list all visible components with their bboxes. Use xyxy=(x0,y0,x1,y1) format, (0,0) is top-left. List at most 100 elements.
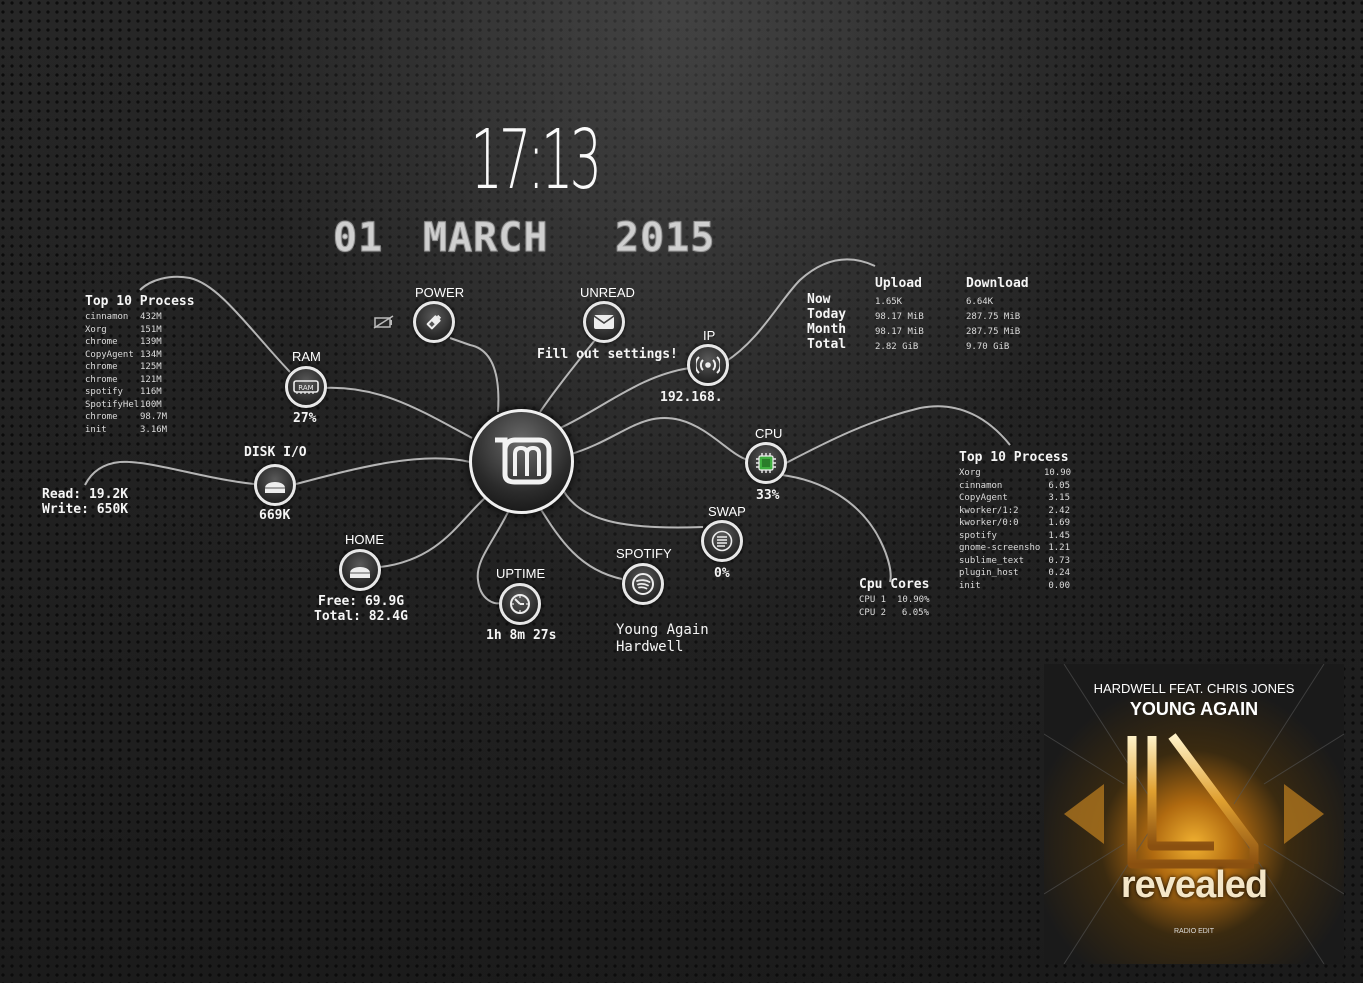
cpu-chip-icon xyxy=(756,453,776,473)
wireless-signal-icon xyxy=(696,356,720,374)
proc-name: Xorg xyxy=(959,468,981,478)
proc-name: kworker/0:0 xyxy=(959,518,1019,528)
proc-name: cinnamon xyxy=(959,480,1003,491)
linux-mint-logo[interactable] xyxy=(469,409,574,514)
power-label: POWER xyxy=(415,285,465,300)
proc-cpu: 1.21 xyxy=(1048,543,1070,553)
proc-name: Xorg xyxy=(85,324,107,335)
proc-cpu: 2.42 xyxy=(1048,505,1070,516)
album-art: HARDWELL FEAT. CHRIS JONES YOUNG AGAIN r… xyxy=(1044,664,1344,964)
proc-name: CopyAgent xyxy=(959,493,1008,503)
download-now: 6.64K xyxy=(966,297,994,307)
proc-name: plugin_host xyxy=(959,568,1019,578)
core-usage: 10.90% xyxy=(897,595,930,605)
home-node[interactable] xyxy=(339,549,381,591)
download-today: 287.75 MiB xyxy=(966,312,1021,322)
disk-value: 669K xyxy=(259,508,291,523)
uptime-label: UPTIME xyxy=(496,566,546,581)
album-label: revealed xyxy=(1120,864,1268,906)
date-day: 01 xyxy=(332,215,384,261)
home-drive-icon xyxy=(350,567,370,578)
spotify-track: Young Again xyxy=(616,622,709,638)
network-labels: Now Today Month Total xyxy=(807,292,846,352)
core-name: CPU 1 xyxy=(859,595,887,605)
proc-name: gnome-screensho xyxy=(959,543,1041,553)
proc-cpu: 3.15 xyxy=(1048,493,1070,503)
cpu-label: CPU xyxy=(755,426,783,441)
proc-name: cinnamon xyxy=(85,312,129,322)
cpu-node[interactable] xyxy=(745,442,787,484)
proc-mem: 139M xyxy=(140,337,162,347)
mint-logo-icon xyxy=(494,437,551,484)
ip-label: IP xyxy=(703,328,716,343)
proc-mem: 432M xyxy=(140,312,162,322)
proc-cpu: 10.90 xyxy=(1044,468,1072,478)
upload-now: 1.65K xyxy=(875,297,903,307)
proc-cpu: 1.45 xyxy=(1048,530,1070,541)
home-free: Free: 69.9G xyxy=(318,594,405,609)
ram-value: 27% xyxy=(293,411,317,426)
download-total: 9.70 GiB xyxy=(966,342,1010,352)
home-label: HOME xyxy=(345,532,384,547)
proc-name: spotify xyxy=(85,387,123,397)
album-artist: HARDWELL FEAT. CHRIS JONES xyxy=(1093,681,1295,696)
disk-label: DISK I/O xyxy=(244,445,307,460)
date-month: MARCH xyxy=(422,215,549,261)
upload-today: 98.17 MiB xyxy=(875,312,924,322)
ram-node[interactable]: RAM xyxy=(285,366,327,408)
proc-cpu: 6.05 xyxy=(1048,480,1070,491)
ip-node[interactable] xyxy=(687,344,729,386)
proc-cpu: 0.73 xyxy=(1048,555,1070,566)
hard-drive-icon xyxy=(265,482,285,493)
spotify-icon xyxy=(632,573,654,595)
proc-name: sublime_text xyxy=(959,555,1025,566)
proc-mem: 151M xyxy=(140,324,162,335)
disk-write: Write: 650K xyxy=(42,502,129,517)
album-edit: RADIO EDIT xyxy=(1173,928,1215,935)
cpu-cores-title: Cpu Cores xyxy=(859,577,930,592)
spotify-node[interactable] xyxy=(622,563,664,605)
proc-name: chrome xyxy=(85,374,118,385)
upload-month: 98.17 MiB xyxy=(875,327,924,337)
proc-cpu: 1.69 xyxy=(1048,518,1070,528)
battery-icon xyxy=(426,314,442,330)
cpu-value: 33% xyxy=(756,488,780,503)
uptime-value: 1h 8m 27s xyxy=(486,628,557,643)
spotify-label: SPOTIFY xyxy=(616,546,672,561)
power-node[interactable] xyxy=(413,301,455,343)
proc-mem: 116M xyxy=(140,387,162,397)
swap-node[interactable] xyxy=(701,520,743,562)
net-label-month: Month xyxy=(807,322,847,337)
proc-name: chrome xyxy=(85,337,118,347)
album-title: YOUNG AGAIN xyxy=(1129,699,1259,719)
core-name: CPU 2 xyxy=(859,607,887,618)
top-cpu-list: Xorg 10.90 cinnamon 6.05 CopyAgent 3.15 kwo… xyxy=(959,467,1072,592)
download-values: 6.64K 287.75 MiB 287.75 MiB 9.70 GiB xyxy=(966,295,1020,355)
proc-cpu: 0.24 xyxy=(1048,568,1070,578)
home-total: Total: 82.4G xyxy=(314,609,408,624)
proc-mem: 98.7M xyxy=(140,412,168,422)
disk-node[interactable] xyxy=(254,464,296,506)
proc-mem: 3.16M xyxy=(140,424,168,435)
date-year: 2015 xyxy=(614,215,716,261)
top-mem-list: cinnamon 432M Xorg 151M chrome 139M CopyAge… xyxy=(85,311,167,436)
ram-chip-icon: RAM xyxy=(293,380,319,394)
proc-cpu: 0.00 xyxy=(1048,580,1070,591)
proc-mem: 134M xyxy=(140,349,162,360)
proc-name: chrome xyxy=(85,412,118,422)
download-header: Download xyxy=(966,276,1029,291)
swap-label: SWAP xyxy=(708,504,746,519)
core-usage: 6.05% xyxy=(901,607,929,618)
proc-mem: 125M xyxy=(140,362,162,372)
proc-mem: 100M xyxy=(140,399,162,410)
top-mem-title: Top 10 Process xyxy=(85,294,195,309)
mail-icon xyxy=(593,315,615,329)
unread-label: UNREAD xyxy=(580,285,635,300)
album-art-graphic xyxy=(1044,664,1344,964)
proc-name: kworker/1:2 xyxy=(959,505,1019,516)
unread-node[interactable] xyxy=(583,301,625,343)
ram-label: RAM xyxy=(292,349,321,364)
cpu-cores-list: CPU 1 10.90% CPU 2 6.05% xyxy=(859,594,930,619)
uptime-node[interactable] xyxy=(499,583,541,625)
net-label-now: Now xyxy=(807,292,831,307)
